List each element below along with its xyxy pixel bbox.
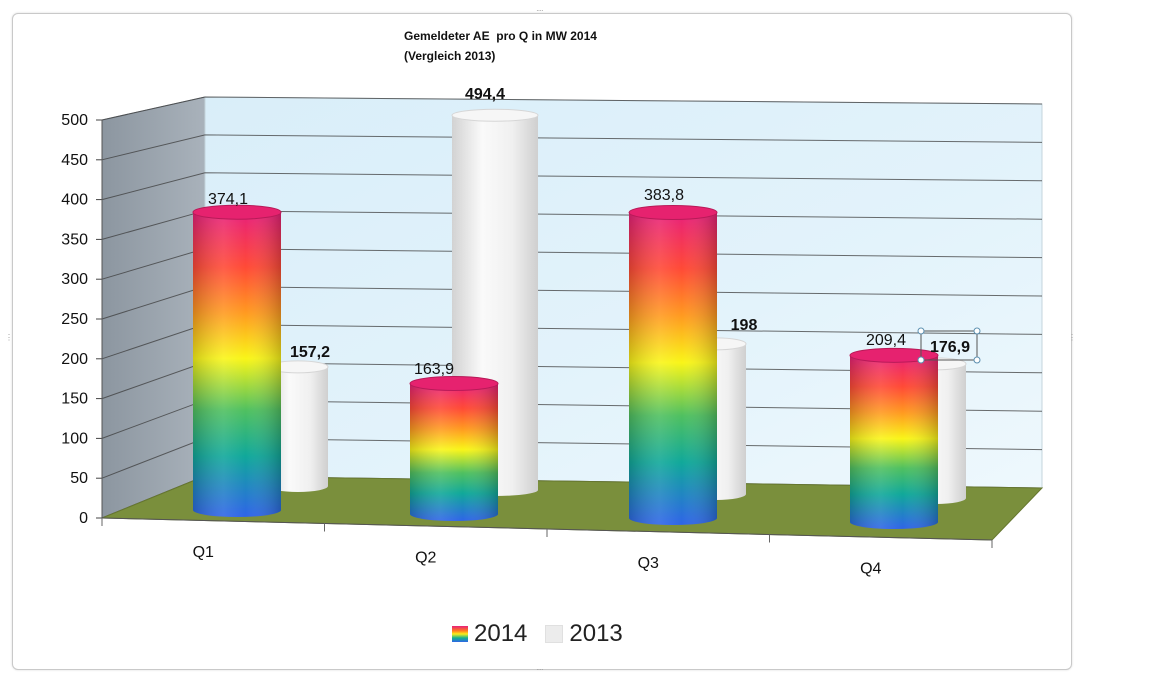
y-tick-label: 200 bbox=[61, 351, 88, 368]
bar-2014-Q3-shade bbox=[629, 212, 717, 526]
x-category-label: Q1 bbox=[193, 544, 214, 561]
selection-rect bbox=[920, 330, 978, 361]
y-tick-label: 450 bbox=[61, 152, 88, 169]
bar-2014-Q1 bbox=[192, 204, 282, 517]
selection-handle bbox=[917, 356, 925, 364]
y-tick-label: 400 bbox=[61, 192, 88, 209]
y-tick-label: 0 bbox=[79, 510, 88, 527]
x-category-label: Q2 bbox=[415, 549, 436, 566]
side-wall bbox=[101, 96, 206, 519]
bar-2013-Q1 bbox=[267, 360, 329, 492]
x-category-label: Q3 bbox=[638, 555, 659, 572]
resize-handle-left[interactable]: ⋮ bbox=[5, 333, 13, 342]
legend-label-2014: 2014 bbox=[474, 620, 528, 647]
gridline bbox=[101, 96, 1043, 121]
resize-handle-right[interactable]: ⋮ bbox=[1068, 333, 1076, 342]
bar-2014-Q4-shade bbox=[850, 355, 938, 529]
selection-handle bbox=[973, 356, 981, 364]
y-tick-label: 250 bbox=[61, 311, 88, 328]
legend-item-2014: 2014 bbox=[452, 620, 527, 648]
selection-handle bbox=[917, 327, 925, 335]
data-label-2013: 494,4 bbox=[465, 86, 505, 103]
bar-2014-Q2 bbox=[409, 376, 499, 521]
legend-swatch-2013 bbox=[545, 625, 564, 643]
bar-2014-Q1-shade bbox=[193, 212, 281, 517]
data-label-2013: 198 bbox=[731, 317, 758, 334]
resize-handle-top[interactable]: ···· bbox=[536, 6, 544, 15]
chart-legend: 2014 2013 bbox=[452, 620, 623, 648]
bar-2013-Q2-top bbox=[451, 108, 539, 122]
y-tick-label: 150 bbox=[61, 391, 88, 408]
data-label-2014: 374,1 bbox=[208, 191, 248, 208]
chart-title: Gemeldeter AE pro Q in MW 2014 bbox=[404, 29, 597, 43]
x-category-label: Q4 bbox=[860, 560, 881, 577]
data-label-2014: 383,8 bbox=[644, 187, 684, 204]
data-label-2013: 157,2 bbox=[290, 344, 330, 361]
legend-swatch-2014 bbox=[452, 626, 468, 642]
resize-handle-bottom[interactable]: ···· bbox=[536, 665, 544, 674]
selected-label-frame bbox=[917, 327, 981, 364]
y-tick-label: 50 bbox=[70, 470, 88, 487]
y-tick-label: 100 bbox=[61, 430, 88, 447]
bar-2014-Q2-shade bbox=[410, 383, 498, 521]
y-tick-label: 300 bbox=[61, 271, 88, 288]
y-tick-label: 500 bbox=[61, 112, 88, 129]
bar-2014-Q1-top bbox=[192, 204, 282, 220]
bar-2014-Q2-top bbox=[409, 376, 499, 392]
bar-2014-Q4-top bbox=[849, 347, 939, 363]
y-tick-label: 350 bbox=[61, 231, 88, 248]
data-label-2013: 176,9 bbox=[930, 339, 970, 356]
bar-2014-Q4 bbox=[849, 347, 939, 529]
gridline bbox=[101, 172, 1043, 201]
bar-2014-Q3 bbox=[628, 204, 718, 526]
selection-handle bbox=[973, 327, 981, 335]
bar-2014-Q3-top bbox=[628, 204, 718, 220]
gridline bbox=[101, 134, 1043, 161]
data-label-2014: 163,9 bbox=[414, 361, 454, 378]
legend-item-2013: 2013 bbox=[545, 620, 623, 648]
bar-2013-Q1-body bbox=[268, 366, 328, 492]
chart-subtitle: (Vergleich 2013) bbox=[404, 49, 495, 63]
legend-label-2013: 2013 bbox=[569, 620, 623, 647]
data-label-2014: 209,4 bbox=[866, 332, 906, 349]
